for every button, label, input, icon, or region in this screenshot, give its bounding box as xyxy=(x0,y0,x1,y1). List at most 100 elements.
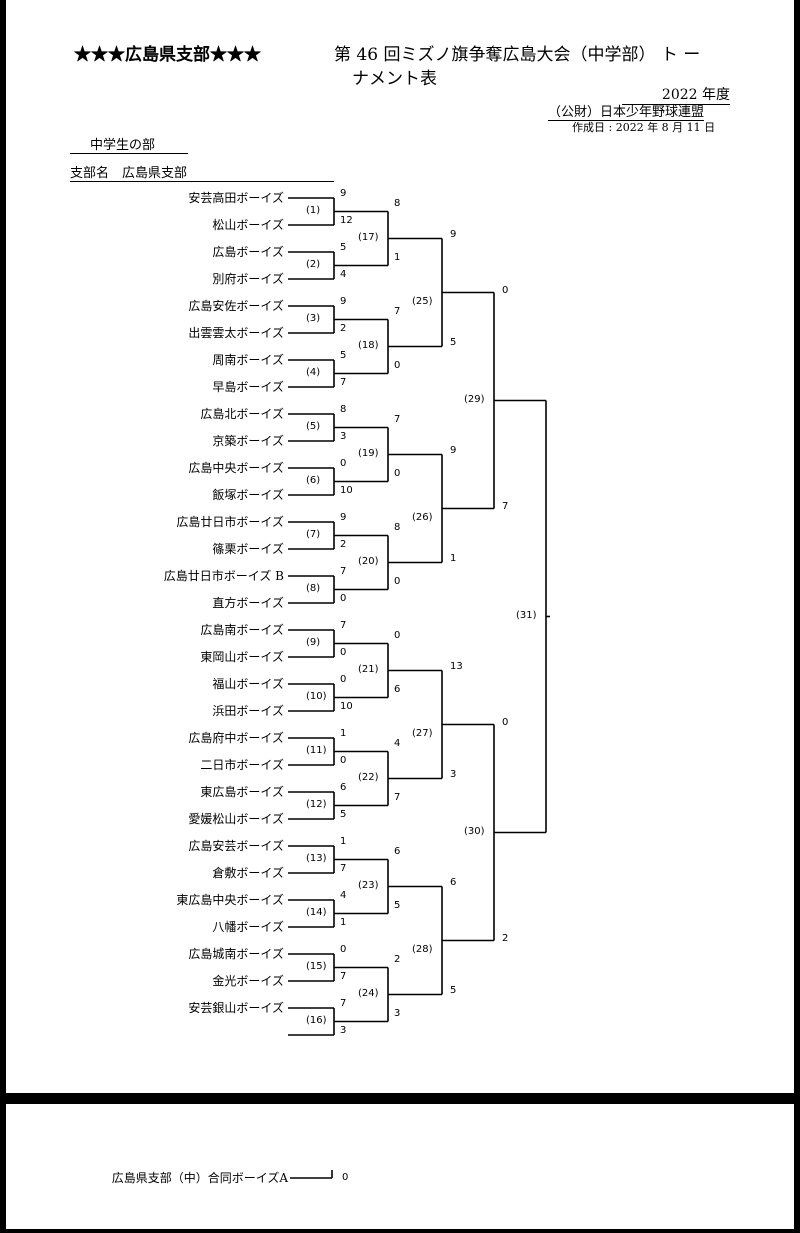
team-score: 5 xyxy=(340,350,347,361)
match-score: 7 xyxy=(502,500,509,512)
match-number: (15) xyxy=(306,960,327,972)
match-number: (21) xyxy=(358,663,379,675)
team-name: 早島ボーイズ xyxy=(212,380,284,394)
team-name: 直方ボーイズ xyxy=(212,596,284,610)
team-score: 7 xyxy=(340,971,347,982)
team-score: 3 xyxy=(340,431,347,442)
team-name: 二日市ボーイズ xyxy=(200,758,284,772)
match-score: 7 xyxy=(394,791,401,803)
team-score: 0 xyxy=(340,944,347,955)
match-number: (25) xyxy=(412,295,433,307)
team-score: 5 xyxy=(340,809,347,820)
match-score: 3 xyxy=(394,1007,401,1019)
team-score: 4 xyxy=(340,890,347,901)
match-score: 8 xyxy=(394,197,401,209)
match-number: (20) xyxy=(358,555,379,567)
match-number: (16) xyxy=(306,1014,327,1026)
team-score: 12 xyxy=(340,215,353,226)
match-number: (7) xyxy=(306,528,321,540)
team-name: 広島ボーイズ xyxy=(212,245,284,259)
match-score: 0 xyxy=(394,359,401,371)
team-score: 2 xyxy=(340,539,347,550)
match-number: (26) xyxy=(412,511,433,523)
match-number: (17) xyxy=(358,231,379,243)
team-name: 広島南ボーイズ xyxy=(200,623,284,637)
tournament-title-cont: ナメント表 xyxy=(352,69,437,89)
team-score: 0 xyxy=(340,593,347,604)
team-score: 7 xyxy=(340,377,347,388)
created-date: 作成日 : 2022 年 8 月 11 日 xyxy=(572,121,716,134)
team-name: 京築ボーイズ xyxy=(212,434,284,448)
bracket-page: ★★★広島県支部★★★ 第 46 回ミズノ旗争奪広島大会（中学部） ト ー ナメ… xyxy=(6,0,794,1093)
match-number: (28) xyxy=(412,943,433,955)
team-name: 金光ボーイズ xyxy=(212,974,284,988)
team-name: 広島府中ボーイズ xyxy=(188,731,284,745)
match-score: 5 xyxy=(450,984,457,996)
team-name: 広島廿日市ボーイズ B xyxy=(163,569,284,583)
year-label: 2022 年度 xyxy=(622,84,730,105)
team-score: 4 xyxy=(340,269,347,280)
team-name: 東広島中央ボーイズ xyxy=(176,893,284,907)
team-name: 松山ボーイズ xyxy=(212,218,284,232)
match-number: (18) xyxy=(358,339,379,351)
team-score: 0 xyxy=(340,674,347,685)
team-name: 飯塚ボーイズ xyxy=(212,488,284,502)
match-number: (24) xyxy=(358,987,379,999)
team-name: 東広島ボーイズ xyxy=(200,785,284,799)
team-score: 10 xyxy=(340,701,353,712)
match-score: 8 xyxy=(394,521,401,533)
match-number: (11) xyxy=(306,744,327,756)
team-score: 10 xyxy=(340,485,353,496)
match-number: (2) xyxy=(306,258,321,270)
team-name: 出雲雲太ボーイズ xyxy=(188,326,284,340)
match-score: 0 xyxy=(502,284,509,296)
team-name: 別府ボーイズ xyxy=(212,272,284,286)
match-number: (22) xyxy=(358,771,379,783)
match-score: 1 xyxy=(450,552,457,564)
match-number: (10) xyxy=(306,690,327,702)
division-name: 中学生の部 xyxy=(70,134,188,154)
team-score: 0 xyxy=(340,458,347,469)
tournament-title: 第 46 回ミズノ旗争奪広島大会（中学部） ト ー xyxy=(334,45,701,65)
team-name: 広島中央ボーイズ xyxy=(188,461,284,475)
team-score: 1 xyxy=(340,917,347,928)
team-score: 7 xyxy=(340,566,347,577)
match-score: 2 xyxy=(502,932,509,944)
match-score: 2 xyxy=(394,953,401,965)
final-match-number: (31) xyxy=(516,609,537,621)
match-score: 0 xyxy=(394,467,401,479)
team-score: 7 xyxy=(340,863,347,874)
match-number: (14) xyxy=(306,906,327,918)
match-score: 1 xyxy=(394,251,401,263)
team-name: 広島安佐ボーイズ xyxy=(188,299,284,313)
extra-team-name: 広島県支部（中）合同ボーイズA xyxy=(111,1171,288,1185)
extra-page: 広島県支部（中）合同ボーイズA 0 xyxy=(6,1104,794,1229)
match-score: 5 xyxy=(394,899,401,911)
match-number: (30) xyxy=(464,825,485,837)
match-number: (3) xyxy=(306,312,321,324)
branch-title: ★★★広島県支部★★★ xyxy=(74,45,261,65)
team-score: 0 xyxy=(340,755,347,766)
team-name: 周南ボーイズ xyxy=(212,353,284,367)
match-score: 6 xyxy=(450,876,457,888)
team-name: 八幡ボーイズ xyxy=(212,920,284,934)
team-score: 9 xyxy=(340,512,347,523)
team-score: 7 xyxy=(340,998,347,1009)
team-name: 倉敷ボーイズ xyxy=(212,866,284,880)
match-number: (19) xyxy=(358,447,379,459)
team-name: 福山ボーイズ xyxy=(212,677,284,691)
team-score: 3 xyxy=(340,1025,347,1036)
team-name: 広島城南ボーイズ xyxy=(188,947,284,961)
bracket-lines xyxy=(288,197,550,1036)
match-number: (1) xyxy=(306,204,321,216)
match-number: (5) xyxy=(306,420,321,432)
match-score: 13 xyxy=(450,660,463,672)
team-score: 9 xyxy=(340,188,347,199)
match-number: (12) xyxy=(306,798,327,810)
team-score: 2 xyxy=(340,323,347,334)
match-number: (13) xyxy=(306,852,327,864)
team-name: 広島安芸ボーイズ xyxy=(188,839,284,853)
match-number: (8) xyxy=(306,582,321,594)
match-score: 6 xyxy=(394,683,401,695)
team-score: 7 xyxy=(340,620,347,631)
